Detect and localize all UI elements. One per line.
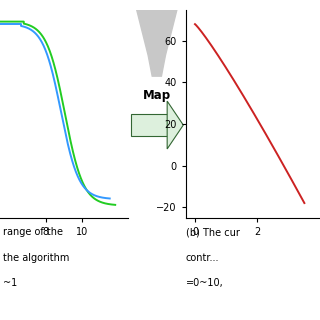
Text: Map: Map bbox=[143, 89, 171, 102]
Text: ~1: ~1 bbox=[3, 278, 18, 288]
Text: range of the: range of the bbox=[3, 227, 63, 237]
Polygon shape bbox=[131, 114, 170, 136]
Text: the algorithm: the algorithm bbox=[3, 253, 69, 263]
Polygon shape bbox=[167, 101, 183, 149]
Text: (b) The cur: (b) The cur bbox=[186, 227, 239, 237]
Text: contr...: contr... bbox=[186, 253, 219, 263]
Polygon shape bbox=[137, 10, 177, 76]
Text: =0~10,: =0~10, bbox=[186, 278, 223, 288]
